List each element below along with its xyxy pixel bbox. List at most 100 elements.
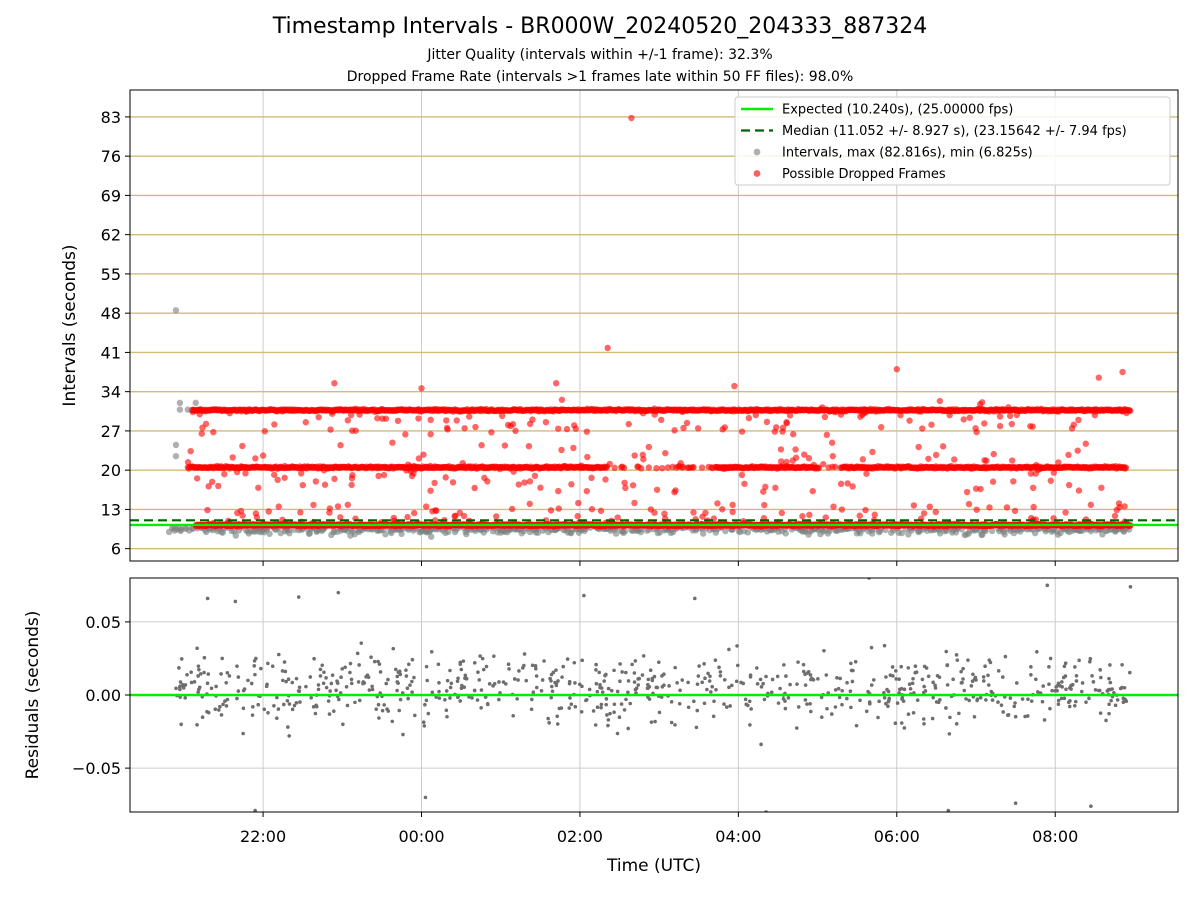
residual-point	[329, 681, 334, 686]
dropped-point	[570, 444, 577, 452]
dropped-point	[478, 442, 485, 449]
residual-point	[764, 674, 768, 679]
dropped-point	[625, 420, 632, 428]
residual-point	[849, 668, 854, 673]
dropped-point	[563, 425, 571, 433]
y-tick-label: 34	[101, 383, 121, 402]
residual-point	[657, 710, 662, 715]
dropped-point	[312, 478, 320, 485]
residual-point	[1020, 697, 1025, 701]
residual-point	[205, 681, 210, 686]
dropped-point	[1070, 421, 1077, 428]
dropped-point	[205, 483, 212, 490]
dropped-point	[1122, 464, 1130, 471]
residual-point	[356, 680, 361, 684]
residual-point	[803, 683, 808, 687]
residual-point	[225, 671, 230, 675]
residual-point	[1073, 699, 1078, 704]
dropped-point	[429, 508, 436, 515]
dropped-point	[488, 429, 495, 436]
residual-point	[935, 673, 940, 678]
residual-point	[547, 721, 551, 725]
residual-point	[1012, 704, 1017, 709]
interval-point	[266, 530, 273, 538]
residual-point	[355, 651, 360, 656]
residual-point	[604, 702, 608, 707]
residual-point	[422, 724, 427, 728]
residual-point	[622, 708, 627, 712]
dropped-point	[763, 418, 771, 426]
residual-point	[836, 686, 841, 691]
residual-point	[849, 705, 853, 710]
residual-point	[1120, 685, 1124, 690]
residual-point	[236, 675, 241, 679]
y-tick-label: 6	[111, 540, 121, 559]
dropped-point	[375, 472, 382, 480]
residual-point	[1042, 718, 1047, 722]
dropped-point	[1027, 423, 1034, 430]
dropped-point	[239, 442, 246, 450]
dropped-point	[981, 457, 988, 464]
residual-point	[276, 707, 281, 711]
residual-point	[890, 665, 895, 669]
residual-point	[606, 686, 611, 691]
dropped-point	[783, 407, 791, 415]
dropped-point	[986, 504, 993, 511]
residual-point	[369, 655, 373, 659]
dropped-point	[1032, 461, 1040, 469]
dropped-point	[431, 517, 439, 524]
dropped-point	[805, 454, 813, 462]
residual-point	[864, 709, 869, 714]
residual-point	[196, 674, 200, 678]
dropped-point	[314, 406, 321, 414]
residual-point	[384, 681, 389, 686]
residual-point	[405, 686, 410, 691]
residual-point	[386, 677, 390, 682]
residual-point	[886, 699, 891, 704]
dropped-point	[531, 472, 539, 480]
dropped-point	[761, 501, 768, 509]
dropped-point	[555, 505, 562, 512]
residual-point	[1070, 682, 1075, 687]
dropped-point	[932, 451, 940, 459]
dropped-point	[274, 476, 281, 484]
dropped-point	[1030, 503, 1037, 511]
y-tick-label: 62	[101, 226, 121, 245]
dropped-point	[792, 446, 799, 453]
residual-point	[1008, 696, 1013, 700]
residual-point	[853, 659, 858, 664]
residual-point	[424, 698, 429, 703]
residual-point	[782, 663, 786, 667]
residual-point	[695, 682, 700, 686]
residual-point	[727, 685, 731, 690]
residual-point	[677, 701, 682, 706]
dropped-point	[493, 513, 500, 520]
chart-title: Timestamp Intervals - BR000W_20240520_20…	[272, 14, 928, 39]
residual-point	[619, 702, 624, 706]
residual-point	[472, 661, 477, 665]
residual-point	[744, 702, 749, 707]
dropped-point	[910, 502, 918, 509]
dropped-point	[762, 483, 769, 491]
dropped-point	[1029, 484, 1037, 492]
dropped-point	[823, 431, 831, 439]
dropped-point	[856, 512, 863, 519]
residual-point	[1060, 685, 1064, 689]
residual-point	[565, 657, 570, 661]
dropped-point	[1082, 440, 1089, 447]
residual-point	[724, 705, 729, 709]
dropped-point	[420, 451, 427, 458]
dropped-point	[690, 463, 697, 471]
interval-point	[445, 528, 452, 536]
dropped-point	[315, 413, 322, 421]
dropped-point	[783, 458, 790, 466]
dropped-point	[745, 414, 753, 422]
dropped-point	[558, 446, 565, 454]
residual-point	[449, 681, 454, 686]
dropped-point	[229, 454, 236, 461]
dropped-point	[972, 425, 979, 432]
residual-point	[321, 681, 326, 686]
dropped-point	[756, 463, 764, 471]
dropped-point	[806, 511, 813, 519]
residual-point	[1029, 699, 1034, 703]
